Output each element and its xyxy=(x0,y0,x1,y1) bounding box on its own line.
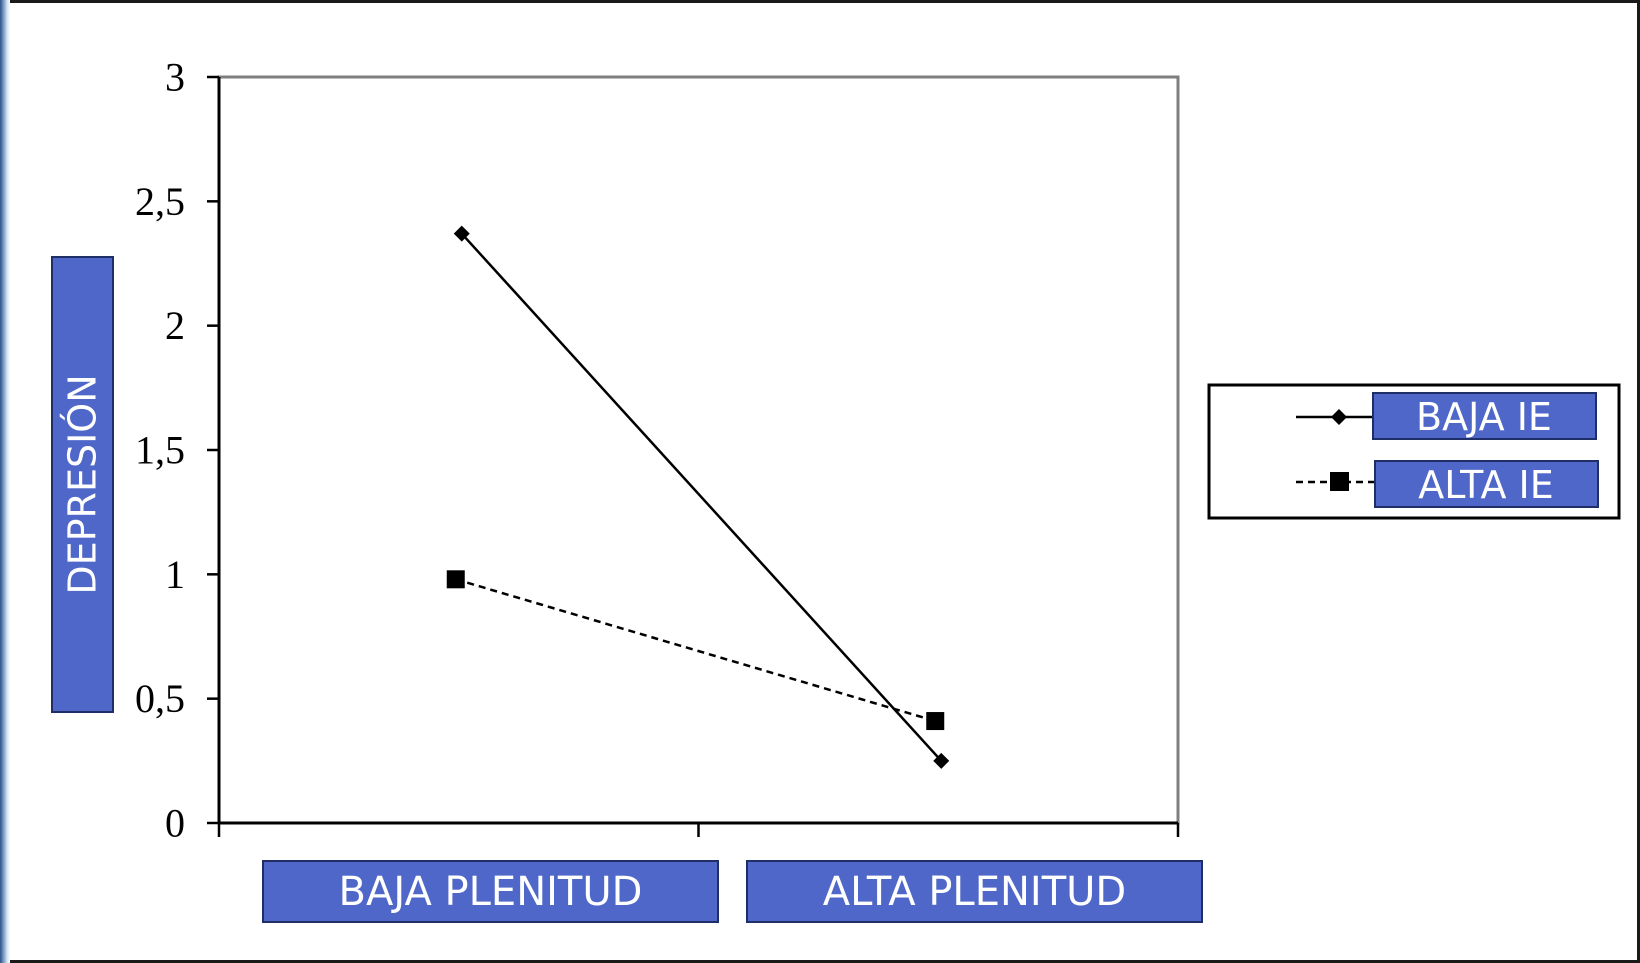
y-tick-label: 1 xyxy=(165,552,185,597)
plot-area xyxy=(217,75,1180,825)
legend-label-box-baja-ie xyxy=(1372,392,1597,440)
x-category-box-baja xyxy=(262,860,719,923)
data-point-baja-ie xyxy=(453,225,470,242)
data-point-alta-ie xyxy=(446,570,465,589)
y-axis-label: DEPRESIÓN xyxy=(51,256,114,713)
x-category-text-alta: ALTA PLENITUD xyxy=(823,869,1126,915)
x-category-box-alta xyxy=(746,860,1203,923)
y-axis-label-text: DEPRESIÓN xyxy=(61,374,105,594)
data-point-alta-ie xyxy=(926,712,945,731)
series-layer xyxy=(446,225,950,769)
y-tick-label: 3 xyxy=(165,55,185,100)
legend-label-alta-ie: ALTA IE xyxy=(1418,463,1554,507)
y-tick-label: 0 xyxy=(165,801,185,846)
y-axis-label-box xyxy=(51,256,114,713)
y-ticks: 0 0,5 1 1,5 2 2,5 3 xyxy=(135,55,219,846)
x-category-label-baja: BAJA PLENITUD xyxy=(262,860,719,923)
x-category-text-baja: BAJA PLENITUD xyxy=(339,869,643,915)
left-edge-decoration xyxy=(0,0,10,963)
y-tick-label: 0,5 xyxy=(135,676,185,721)
x-category-label-alta: ALTA PLENITUD xyxy=(746,860,1203,923)
y-tick-label: 2 xyxy=(165,303,185,348)
legend-label-box-alta-ie xyxy=(1374,460,1599,508)
legend-item-baja-ie: BAJA IE xyxy=(1296,392,1597,440)
legend-marker-alta-ie xyxy=(1330,472,1349,491)
x-ticks xyxy=(217,823,1180,837)
legend-marker-baja-ie xyxy=(1331,409,1347,425)
y-tick-label: 1,5 xyxy=(135,428,185,473)
series-line-baja-ie xyxy=(460,232,943,762)
legend-item-alta-ie: ALTA IE xyxy=(1296,460,1599,508)
legend: BAJA IE ALTA IE xyxy=(1207,383,1621,520)
y-tick-label: 2,5 xyxy=(135,179,185,224)
legend-label-baja-ie: BAJA IE xyxy=(1416,395,1552,439)
data-point-baja-ie xyxy=(933,752,950,769)
